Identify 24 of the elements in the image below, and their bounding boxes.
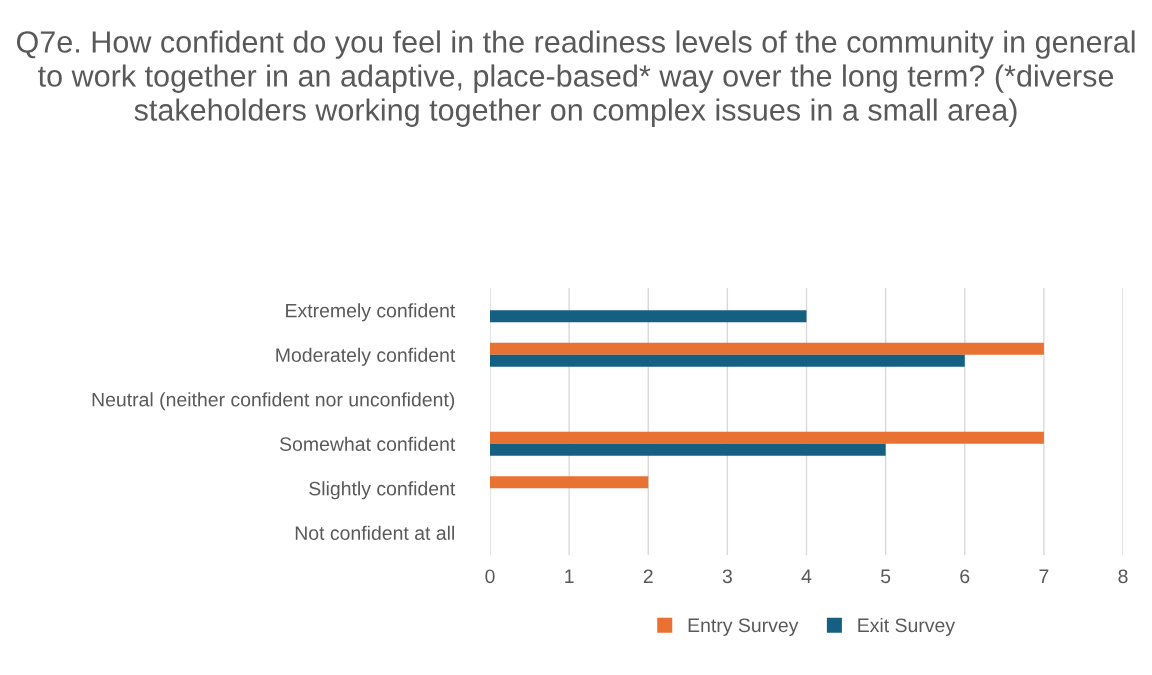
bar: [490, 476, 649, 489]
x-tick-label: 3: [722, 569, 732, 584]
bar: [490, 431, 1044, 444]
legend-label: Exit Survey: [858, 617, 956, 637]
legend-label: Entry Survey: [688, 618, 799, 637]
bar: [490, 342, 1044, 355]
x-tick-label: 8: [1118, 569, 1128, 584]
bar: [490, 443, 886, 456]
chart-title: Q7e. How confident do you feel in the readiness levels of the community in general to work together in an adaptive, place-based* way over the long term? (*diverse stakeholders working together on complex issues in a small area): [16, 30, 1135, 127]
y-tick-label: Moderately confident: [276, 347, 456, 366]
bar: [490, 310, 807, 323]
x-tick-label: 6: [960, 569, 970, 584]
x-tick-label: 4: [801, 569, 812, 583]
x-tick-label: 5: [881, 569, 891, 584]
y-tick-label: Neutral (neither confident nor unconfident): [92, 392, 455, 411]
bar: [490, 354, 965, 367]
x-tick-label: 1: [565, 569, 574, 583]
y-tick-label: Slightly confident: [309, 481, 456, 500]
y-tick-label: Extremely confident: [286, 303, 456, 322]
x-tick-label: 0: [485, 569, 495, 584]
x-tick-label: 2: [643, 569, 653, 583]
y-tick-label: Not confident at all: [295, 525, 454, 540]
x-tick-label: 7: [1039, 569, 1049, 583]
y-tick-label: Somewhat confident: [279, 436, 456, 451]
